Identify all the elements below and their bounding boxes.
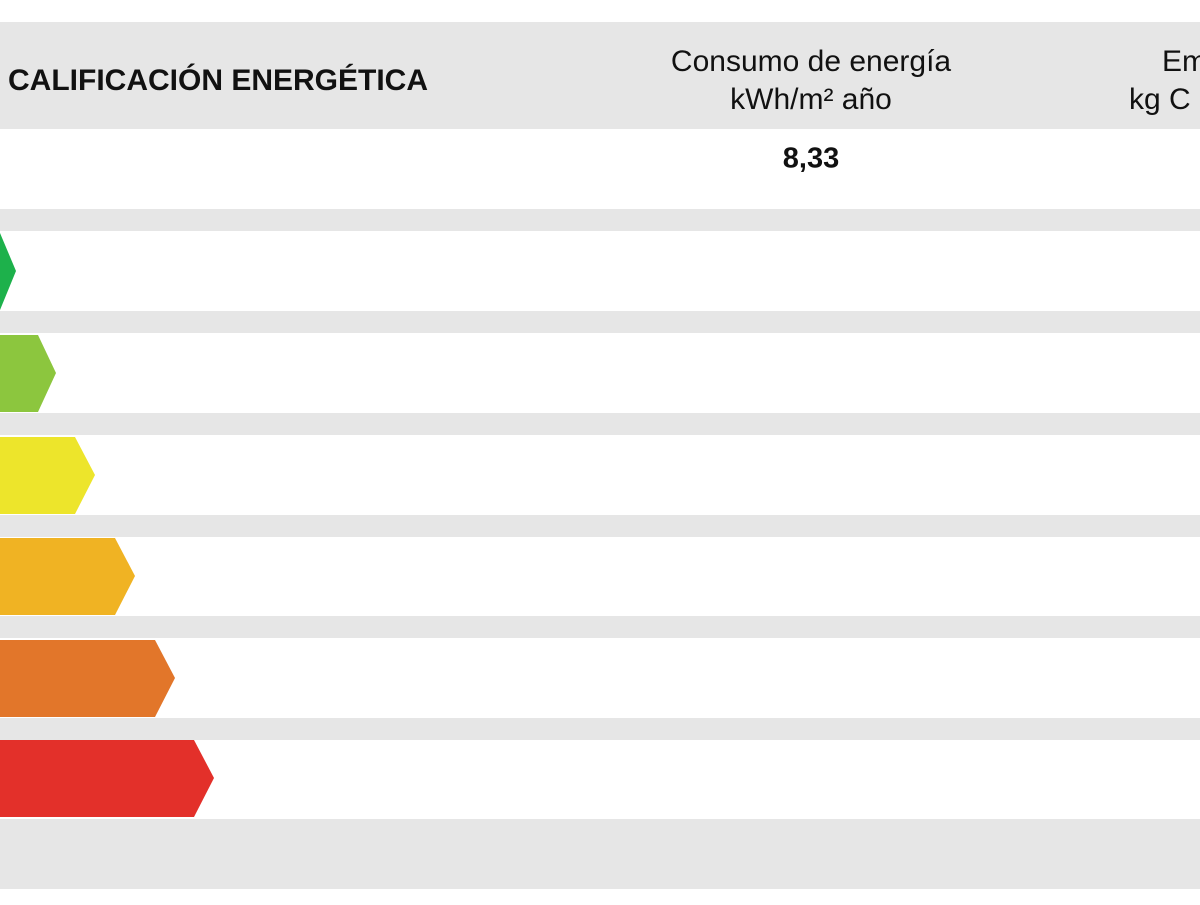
consumption-value: 8,33 bbox=[783, 143, 839, 175]
separator bbox=[0, 718, 1200, 740]
rating-arrow-c bbox=[0, 437, 95, 514]
rating-arrow-e bbox=[0, 640, 175, 717]
rating-arrow-d bbox=[0, 538, 135, 615]
separator bbox=[0, 311, 1200, 333]
separator bbox=[0, 413, 1200, 435]
column-unit: kWh/m² año bbox=[730, 83, 892, 116]
separator bbox=[0, 209, 1200, 231]
separator bbox=[0, 616, 1200, 638]
column-label: Em bbox=[1162, 45, 1200, 78]
rating-arrow-f bbox=[0, 740, 214, 817]
header-band bbox=[0, 22, 1200, 129]
separator bbox=[0, 515, 1200, 537]
rating-arrow-a bbox=[0, 233, 16, 310]
footer-band bbox=[0, 819, 1200, 889]
title: CALIFICACIÓN ENERGÉTICA bbox=[8, 63, 428, 97]
column-unit: kg C bbox=[1129, 83, 1191, 116]
rating-arrow-b bbox=[0, 335, 56, 412]
column-label: Consumo de energía bbox=[671, 45, 951, 78]
